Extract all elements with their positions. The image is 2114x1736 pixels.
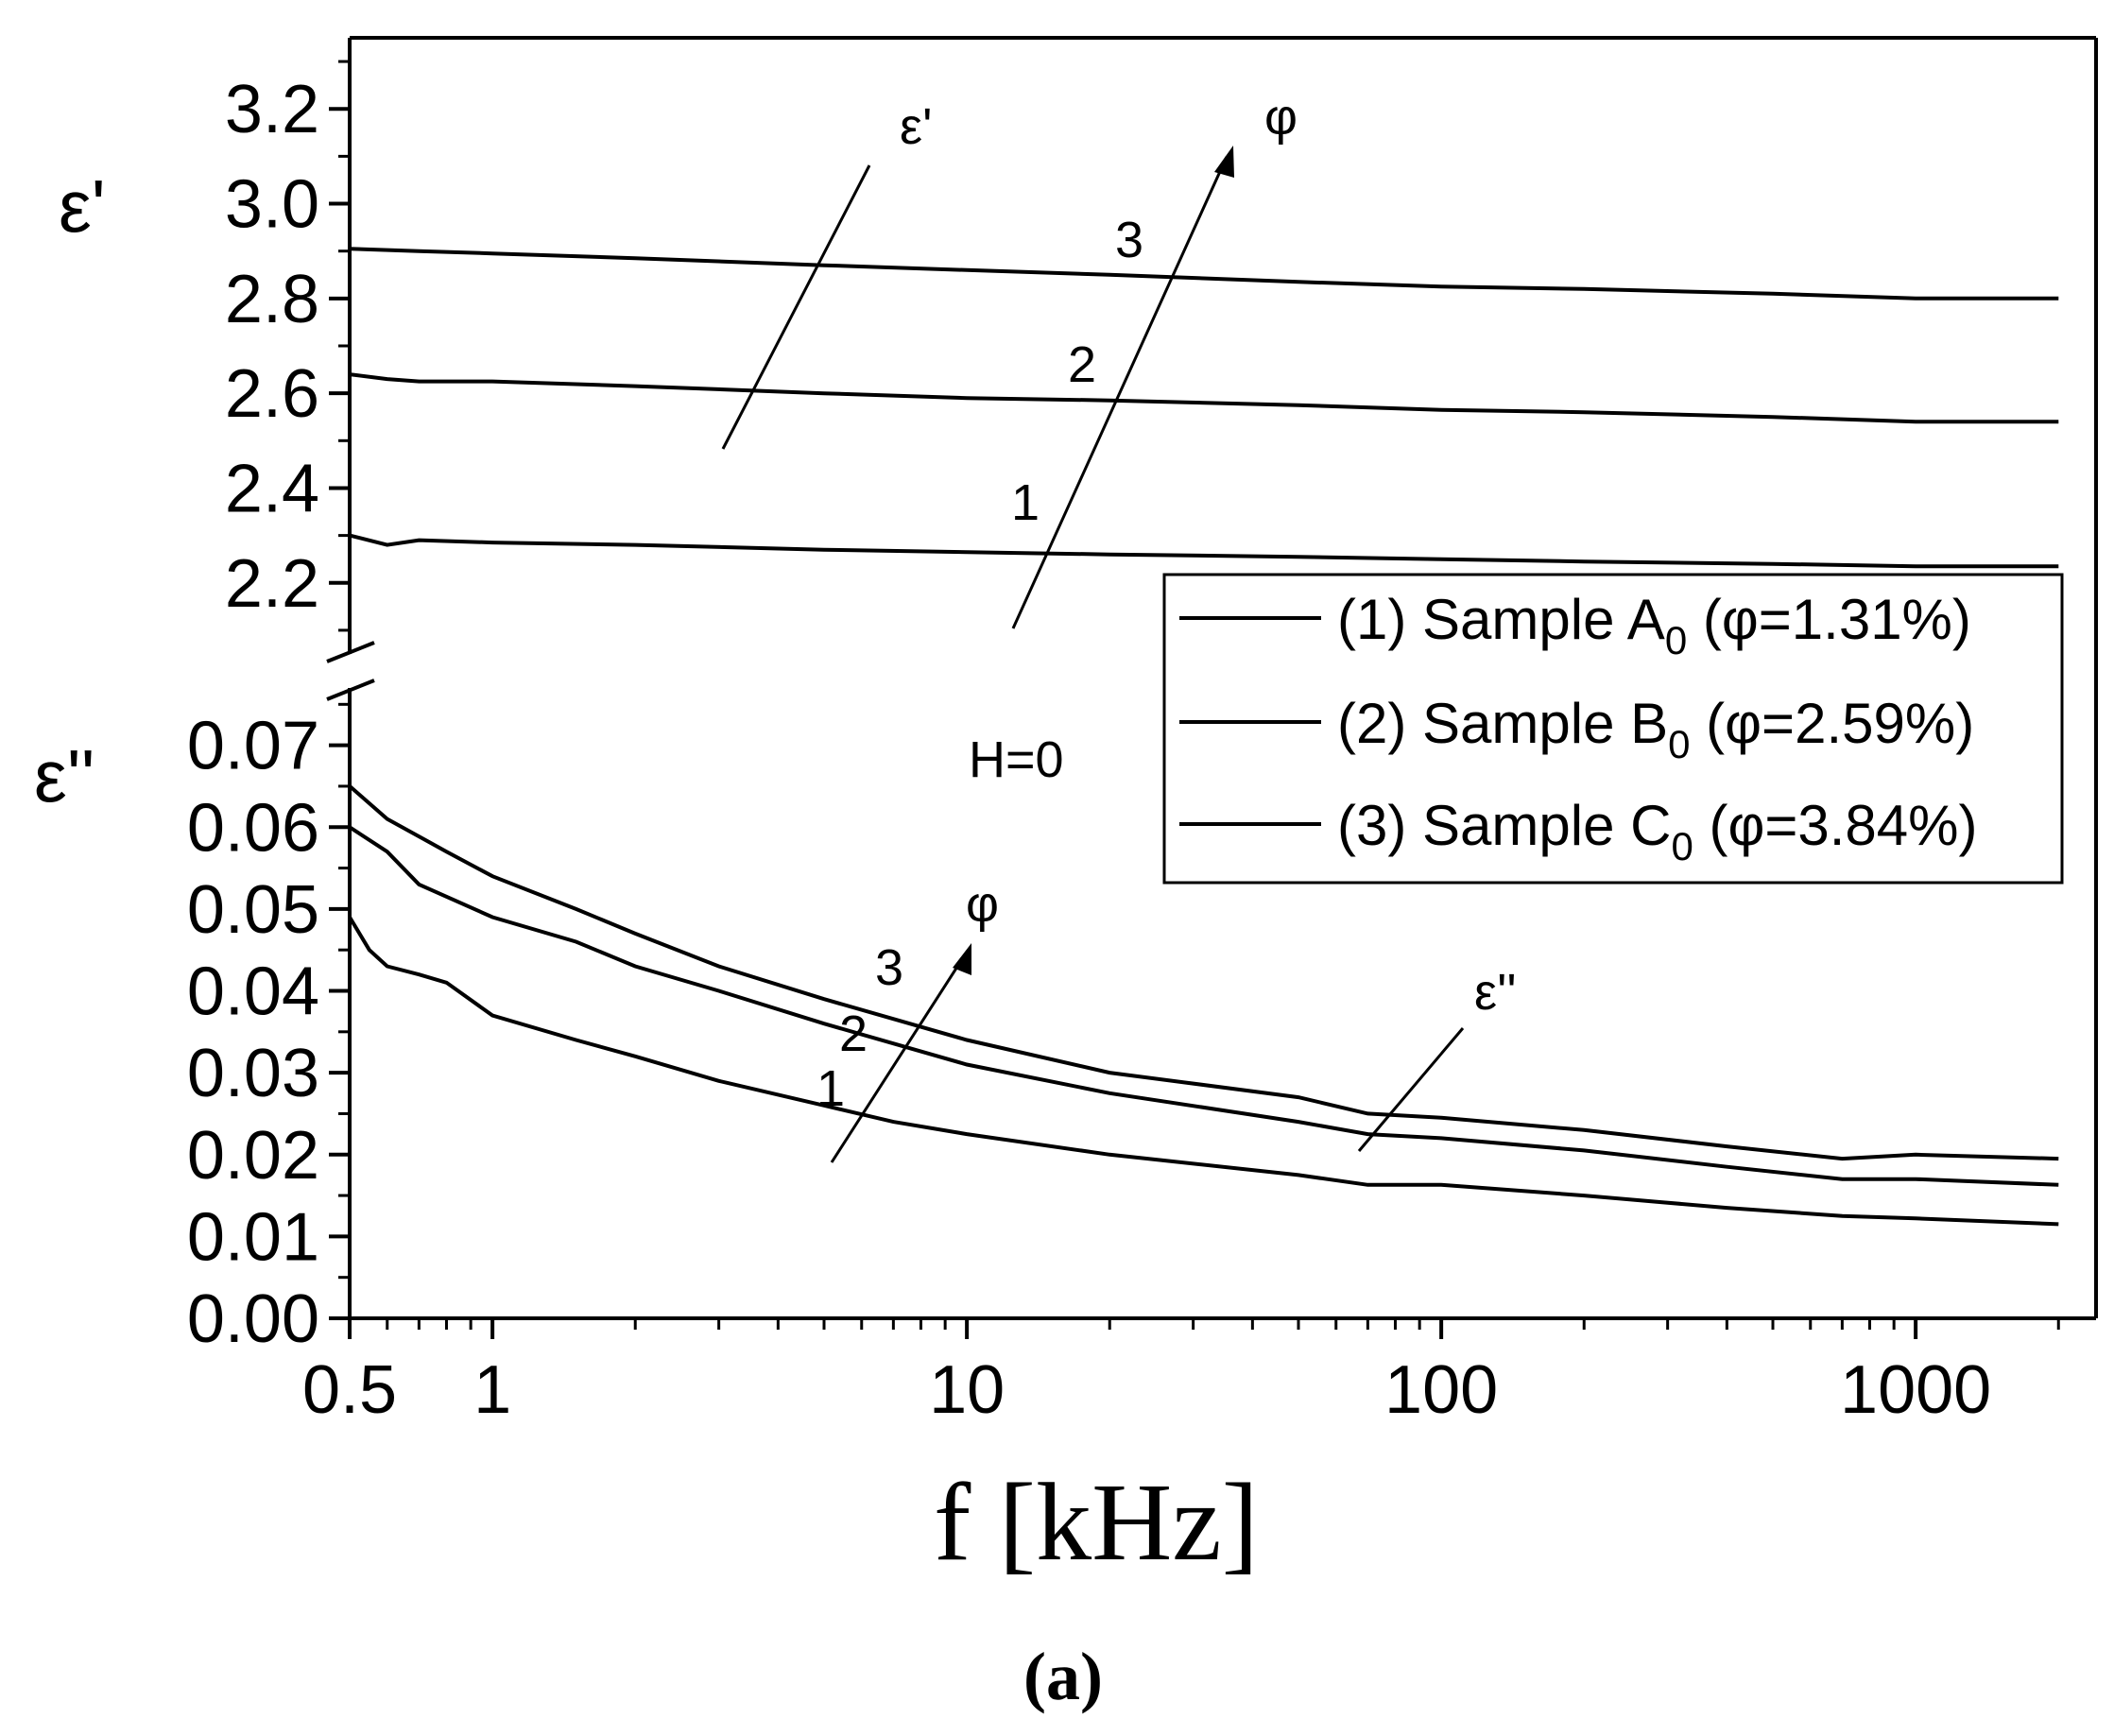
eps-double-label: ε'' [1474, 964, 1517, 1021]
lower-curve-number-3: 3 [875, 939, 903, 996]
legend-box [1162, 573, 2064, 885]
lower-y-tick-label: 0.02 [187, 1118, 319, 1194]
x-tick-label: 1 [473, 1352, 511, 1428]
lower-curves [348, 784, 2059, 1227]
axis-break-mark-lower [326, 679, 375, 701]
eps-double-curve-1 [348, 916, 2059, 1227]
lower-y-tick-label: 0.07 [187, 709, 319, 784]
legend-entry-1: (1) Sample A0 (φ=1.31%) [1337, 588, 1971, 662]
lower-y-tick-label: 0.01 [187, 1199, 319, 1275]
eps-prime-curve-3 [349, 247, 2059, 301]
legend: (1) Sample A0 (φ=1.31%) (2) Sample B0 (φ… [1162, 573, 2064, 885]
lower-curve-number-1: 1 [816, 1060, 845, 1117]
upper-y-tick-label: 2.6 [225, 356, 319, 432]
eps-prime-label: ε' [900, 98, 932, 155]
upper-y-tick-label: 3.2 [225, 72, 319, 147]
upper-curve-number-3: 3 [1115, 212, 1143, 268]
upper-y-ticks: 2.2 2.4 2.6 2.8 3.0 3.2 [225, 60, 350, 632]
lower-y-ticks: 0.000.010.020.030.040.050.060.07 [187, 702, 350, 1357]
eps-double-curve-2 [348, 825, 2059, 1187]
annotations: H=0 φ 1 2 3 ε' φ 1 2 3 ε'' [721, 89, 1517, 1163]
lower-y-tick-label: 0.00 [187, 1281, 319, 1357]
lower-y-tick-label: 0.03 [187, 1036, 319, 1111]
upper-y-tick-label: 2.4 [225, 451, 319, 526]
legend-entry-3: (3) Sample C0 (φ=3.84%) [1337, 794, 1978, 868]
upper-phi-label: φ [1264, 89, 1298, 146]
eps-double-marker-line [1357, 1027, 1465, 1152]
lower-phi-arrowhead [953, 943, 971, 975]
x-tick-label: 10 [929, 1352, 1005, 1428]
axis-break-mark-upper [326, 641, 375, 663]
upper-y-tick-label: 2.8 [225, 262, 319, 337]
panel-label: (a) [1023, 1639, 1103, 1714]
upper-phi-arrowhead [1214, 146, 1234, 178]
upper-y-axis-label: ε' [59, 164, 106, 248]
upper-curves [349, 247, 2059, 569]
eps-prime-curve-2 [349, 372, 2059, 424]
lower-phi-label: φ [966, 876, 999, 933]
legend-entry-2: (2) Sample B0 (φ=2.59%) [1337, 692, 1974, 766]
lower-phi-arrow-line [830, 955, 966, 1163]
upper-curve-number-2: 2 [1068, 336, 1096, 393]
plot-frame [326, 36, 2098, 1320]
lower-y-tick-label: 0.06 [187, 790, 319, 866]
upper-phi-arrow-line [1011, 156, 1229, 629]
upper-curve-number-1: 1 [1011, 474, 1040, 531]
x-tick-label: 100 [1384, 1352, 1498, 1428]
h-zero-label: H=0 [969, 731, 1064, 788]
x-axis-label: f [kHz] [934, 1460, 1259, 1584]
x-tick-label: 1000 [1840, 1352, 1991, 1428]
upper-y-tick-label: 2.2 [225, 546, 319, 622]
upper-y-tick-label: 3.0 [225, 167, 319, 243]
lower-y-axis-label: ε'' [34, 734, 95, 817]
eps-prime-marker-line [721, 164, 871, 450]
lower-curve-number-2: 2 [839, 1006, 868, 1062]
lower-y-tick-label: 0.05 [187, 872, 319, 948]
x-ticks: 0.5 1 10 100 1000 [302, 1318, 2060, 1428]
lower-y-tick-label: 0.04 [187, 954, 319, 1030]
eps-double-curve-3 [348, 784, 2059, 1161]
x-tick-label: 0.5 [302, 1352, 397, 1428]
eps-prime-curve-1 [349, 533, 2059, 569]
